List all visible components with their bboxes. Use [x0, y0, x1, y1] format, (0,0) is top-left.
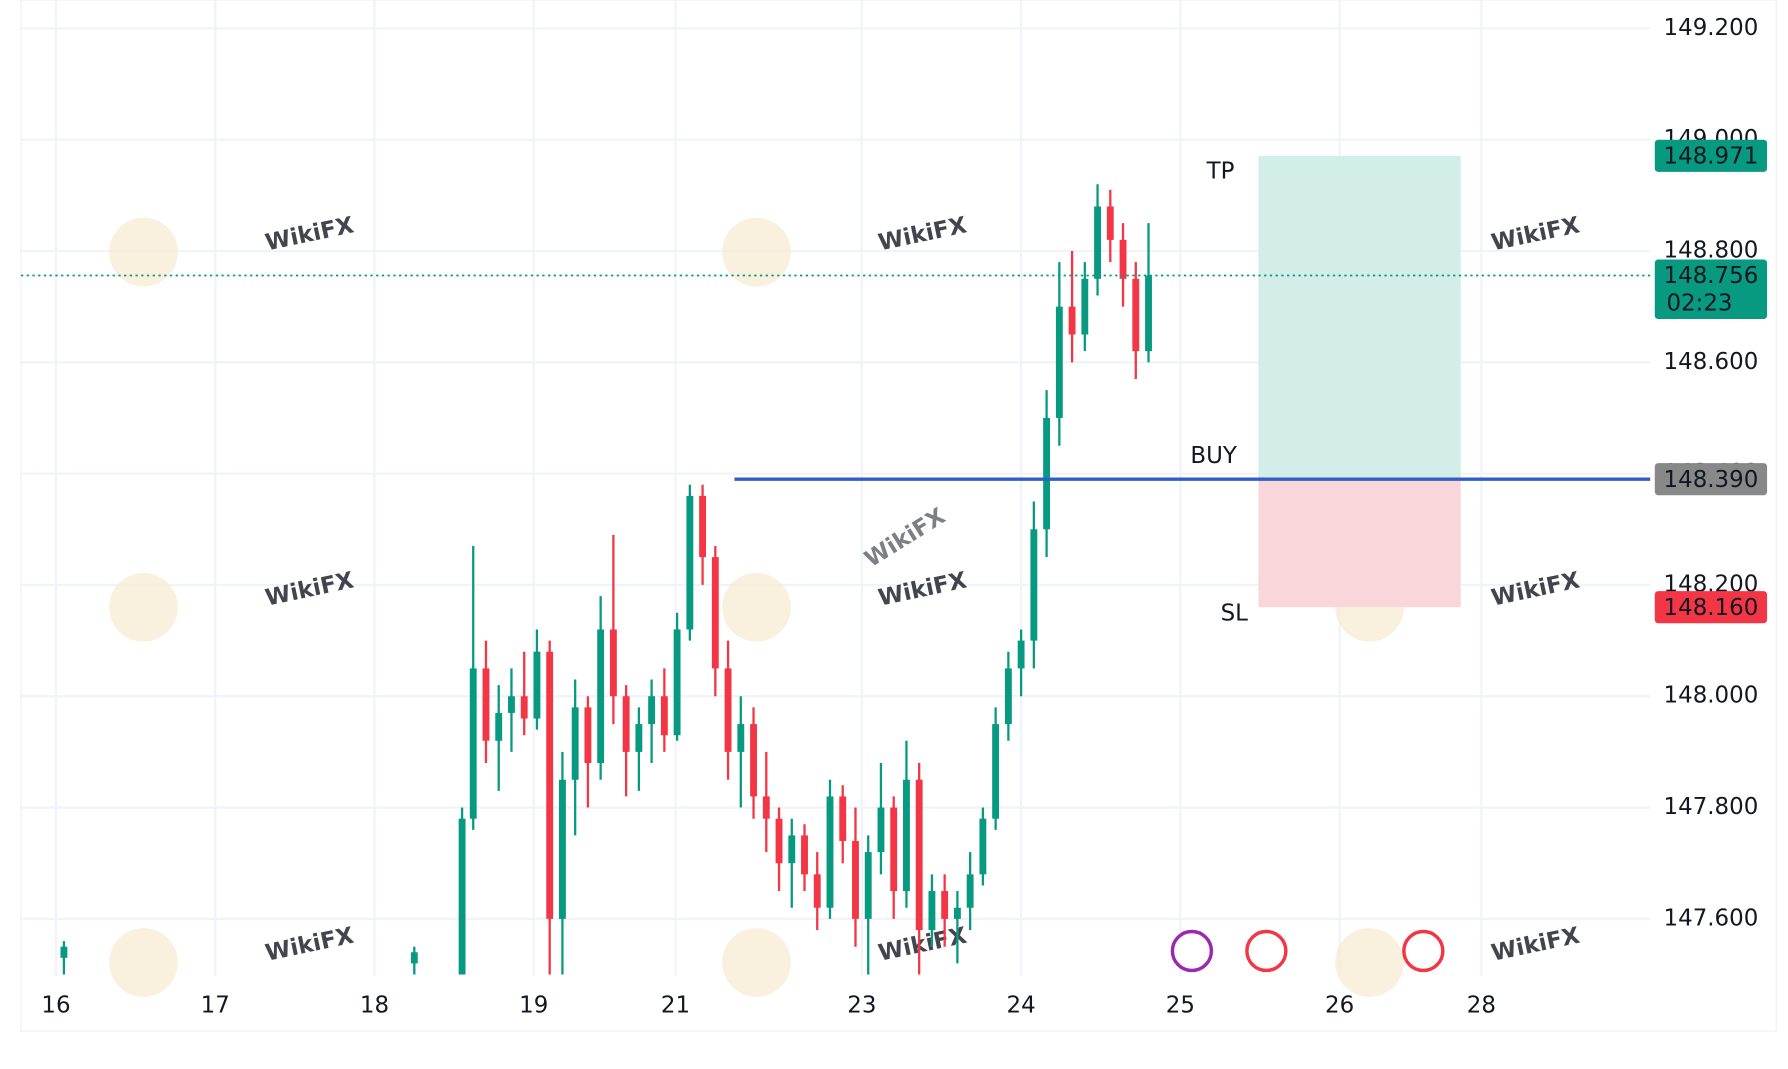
- sl-label: SL: [1221, 601, 1249, 627]
- event-icon: [1245, 929, 1288, 973]
- last-price-tag: [1654, 259, 1768, 320]
- y-tick-label: 147.600: [1664, 905, 1759, 931]
- y-tick-label: 149.200: [1664, 15, 1759, 41]
- event-icon: [1170, 929, 1214, 973]
- candle-body: [660, 696, 668, 736]
- candle-body: [992, 724, 1000, 819]
- candle-body: [571, 707, 579, 780]
- candle-body: [495, 712, 503, 741]
- candle-body: [890, 807, 898, 892]
- candle-body: [508, 696, 515, 713]
- watermark-logo: [109, 217, 178, 287]
- watermark-logo: [1335, 928, 1404, 997]
- candle-body: [482, 668, 490, 741]
- candle-body: [928, 891, 936, 930]
- candle-body: [852, 840, 859, 919]
- x-tick-label: 25: [1166, 992, 1195, 1018]
- watermark-logo: [722, 217, 791, 287]
- candle-body: [1043, 417, 1051, 530]
- candle-body: [469, 668, 477, 819]
- candle-body: [597, 629, 605, 764]
- candle-body: [648, 696, 656, 725]
- candle-body: [826, 796, 834, 908]
- candle-body: [966, 874, 974, 908]
- x-tick-label: 16: [41, 992, 70, 1018]
- last-price-tag-text: 148.756: [1664, 263, 1759, 289]
- entry-tag-text: 148.390: [1664, 467, 1759, 493]
- x-tick-label: 26: [1325, 992, 1354, 1018]
- stop-loss-zone: [1258, 479, 1461, 608]
- candle-body: [1017, 640, 1025, 669]
- candle-body: [622, 696, 630, 752]
- plot-frame: [20, 0, 1777, 1032]
- candle-body: [609, 629, 617, 697]
- candle-body: [635, 724, 643, 752]
- candle-body: [724, 668, 732, 752]
- candle-body: [864, 852, 872, 919]
- candle-body: [410, 952, 418, 964]
- x-tick-label: 18: [360, 992, 389, 1018]
- x-tick-label: 23: [847, 992, 876, 1018]
- candle-body: [546, 651, 554, 919]
- candle-body: [762, 796, 770, 819]
- candle-body: [1106, 206, 1114, 240]
- candle-body: [750, 724, 757, 797]
- candle-body: [801, 835, 808, 875]
- candle-body: [711, 557, 719, 669]
- candle-body: [1068, 306, 1076, 335]
- x-tick-label: 17: [201, 992, 230, 1018]
- candle-body: [941, 891, 949, 919]
- x-tick-label: 24: [1007, 992, 1036, 1018]
- buy-label: BUY: [1190, 443, 1237, 469]
- candle-body: [915, 779, 923, 930]
- candle-body: [458, 818, 466, 975]
- watermark-logo: [722, 928, 791, 997]
- candle-body: [839, 796, 847, 841]
- sl-tag-text: 148.160: [1664, 595, 1759, 621]
- candle-body: [699, 495, 707, 558]
- event-icon: [1402, 929, 1445, 973]
- candle-body: [584, 707, 592, 764]
- y-tick-label: 147.800: [1664, 794, 1759, 820]
- candle-body: [775, 818, 783, 864]
- candle-body: [788, 835, 796, 864]
- tp-tag-text: 148.971: [1664, 143, 1759, 169]
- candle-body: [1094, 206, 1101, 279]
- candle-body: [520, 696, 528, 719]
- candle-body: [1119, 239, 1127, 279]
- entry-tag: [1654, 463, 1768, 496]
- candle-body: [686, 495, 694, 630]
- x-tick-label: 19: [519, 992, 548, 1018]
- x-tick-label: 28: [1467, 992, 1496, 1018]
- x-tick-label: 21: [661, 992, 690, 1018]
- watermark-logo: [109, 572, 178, 642]
- sl-tag: [1654, 591, 1768, 624]
- candle-body: [979, 818, 987, 875]
- candle-body: [903, 779, 910, 892]
- candle-body: [813, 874, 821, 908]
- candle-body: [533, 651, 541, 719]
- candle-body: [1030, 529, 1038, 641]
- watermark-logo: [109, 928, 178, 997]
- take-profit-zone: [1258, 155, 1461, 480]
- candle-body: [953, 907, 961, 919]
- tp-label: TP: [1206, 158, 1235, 184]
- candle-body: [60, 946, 68, 958]
- candle-body: [673, 629, 681, 736]
- countdown: 02:23: [1666, 291, 1732, 317]
- candle-body: [1055, 306, 1063, 418]
- candle-body: [737, 724, 745, 752]
- watermark-logo: [722, 572, 791, 642]
- candle-body: [1081, 278, 1089, 335]
- candle-body: [877, 807, 885, 853]
- candle-body: [1145, 275, 1152, 352]
- tp-tag: [1654, 139, 1768, 172]
- y-tick-label: 148.600: [1664, 349, 1759, 375]
- y-tick-label: 148.800: [1664, 238, 1759, 264]
- candle-body: [1004, 668, 1012, 725]
- candle-body: [558, 779, 566, 919]
- y-tick-label: 148.000: [1664, 683, 1759, 709]
- candle-body: [1132, 278, 1140, 352]
